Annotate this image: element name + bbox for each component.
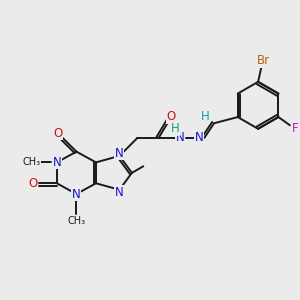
Text: Br: Br [256,54,269,67]
Text: O: O [53,127,62,140]
Text: H: H [170,122,179,135]
Text: N: N [115,186,124,199]
Text: O: O [28,177,38,190]
Text: CH₃: CH₃ [23,158,41,167]
Text: F: F [292,122,299,135]
Text: CH₃: CH₃ [67,216,86,226]
Text: H: H [200,110,209,123]
Text: O: O [167,110,176,123]
Text: N: N [52,156,61,169]
Text: N: N [195,131,204,144]
Text: N: N [176,131,184,144]
Text: N: N [72,188,81,200]
Text: N: N [115,147,124,160]
